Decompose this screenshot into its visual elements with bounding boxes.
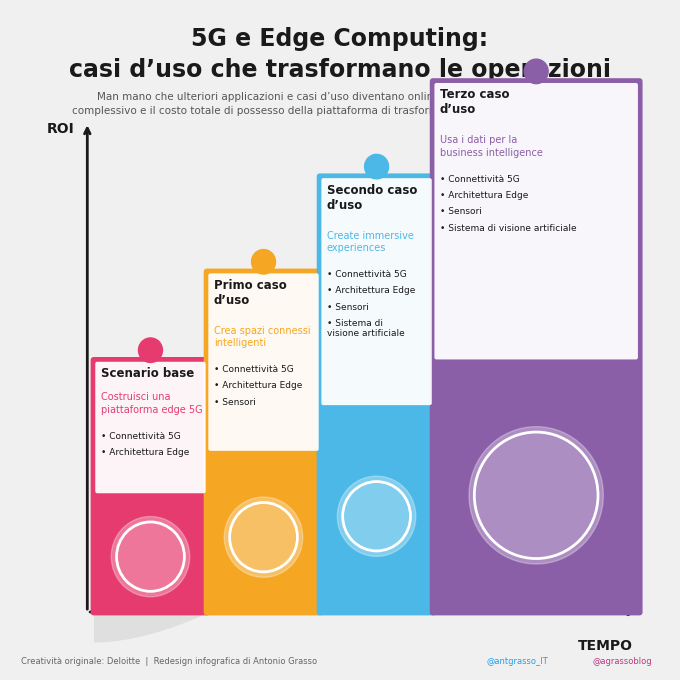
Text: Creatività originale: Deloitte  |  Redesign infografica di Antonio Grasso: Creatività originale: Deloitte | Redesig… [21, 658, 317, 666]
Text: Crea spazi connessi
intelligenti: Crea spazi connessi intelligenti [214, 326, 310, 348]
Text: • Architettura Edge: • Architettura Edge [101, 448, 189, 457]
Circle shape [364, 154, 388, 179]
Text: Primo caso
d’uso: Primo caso d’uso [214, 279, 286, 307]
Text: Costruisci una
piattaforma edge 5G: Costruisci una piattaforma edge 5G [101, 392, 202, 415]
Polygon shape [94, 105, 626, 643]
Text: • Connettività 5G: • Connettività 5G [326, 270, 407, 279]
Circle shape [139, 338, 163, 362]
Circle shape [337, 476, 415, 556]
FancyBboxPatch shape [204, 269, 324, 615]
Text: casi d’uso che trasformano le operazioni: casi d’uso che trasformano le operazioni [69, 58, 611, 82]
Text: • Architettura Edge: • Architettura Edge [440, 191, 528, 200]
FancyBboxPatch shape [95, 362, 205, 493]
Text: • Architettura Edge: • Architettura Edge [326, 286, 415, 295]
Text: @agrassoblog: @agrassoblog [593, 658, 652, 666]
Text: • Connettività 5G: • Connettività 5G [101, 432, 180, 441]
Text: • Sistema di
visione artificiale: • Sistema di visione artificiale [326, 319, 405, 339]
Text: • Sensori: • Sensori [440, 207, 481, 216]
Text: @antgrasso_IT: @antgrasso_IT [486, 658, 548, 666]
Text: Create immersive
experiences: Create immersive experiences [326, 231, 413, 253]
Text: ROI: ROI [46, 122, 74, 137]
Text: Terzo caso
d’uso: Terzo caso d’uso [440, 88, 509, 116]
FancyBboxPatch shape [322, 178, 432, 405]
Circle shape [524, 59, 548, 84]
Circle shape [252, 250, 275, 274]
Text: Secondo caso
d’uso: Secondo caso d’uso [326, 184, 417, 211]
FancyBboxPatch shape [208, 273, 319, 451]
Text: 5G e Edge Computing:: 5G e Edge Computing: [192, 27, 488, 51]
Text: • Connettività 5G: • Connettività 5G [214, 365, 293, 374]
Text: TEMPO: TEMPO [577, 639, 632, 653]
Text: • Connettività 5G: • Connettività 5G [440, 175, 520, 184]
FancyBboxPatch shape [90, 357, 210, 615]
Text: Usa i dati per la
business intelligence: Usa i dati per la business intelligence [440, 135, 543, 158]
FancyBboxPatch shape [317, 173, 437, 615]
Text: • Sistema di visione artificiale: • Sistema di visione artificiale [440, 224, 577, 233]
Circle shape [469, 426, 603, 564]
Text: • Sensori: • Sensori [214, 398, 256, 407]
Text: Scenario base: Scenario base [101, 367, 194, 380]
Text: • Architettura Edge: • Architettura Edge [214, 381, 302, 390]
FancyBboxPatch shape [435, 83, 638, 360]
Text: • Sensori: • Sensori [326, 303, 369, 311]
FancyBboxPatch shape [430, 78, 643, 615]
Text: Man mano che ulteriori applicazioni e casi d’uso diventano online, il ritorno su: Man mano che ulteriori applicazioni e ca… [72, 92, 608, 116]
Circle shape [112, 517, 190, 597]
Circle shape [224, 497, 303, 577]
